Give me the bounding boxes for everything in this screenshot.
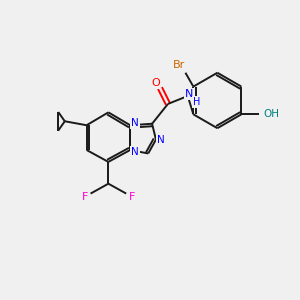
Text: N: N (131, 118, 139, 128)
Text: H: H (193, 97, 200, 107)
Text: N: N (131, 147, 139, 157)
Text: N: N (157, 135, 165, 145)
Text: F: F (129, 192, 135, 202)
Text: Br: Br (173, 60, 186, 70)
Text: OH: OH (263, 109, 279, 119)
Text: F: F (81, 192, 88, 202)
Text: N: N (184, 89, 193, 99)
Text: O: O (152, 78, 161, 88)
